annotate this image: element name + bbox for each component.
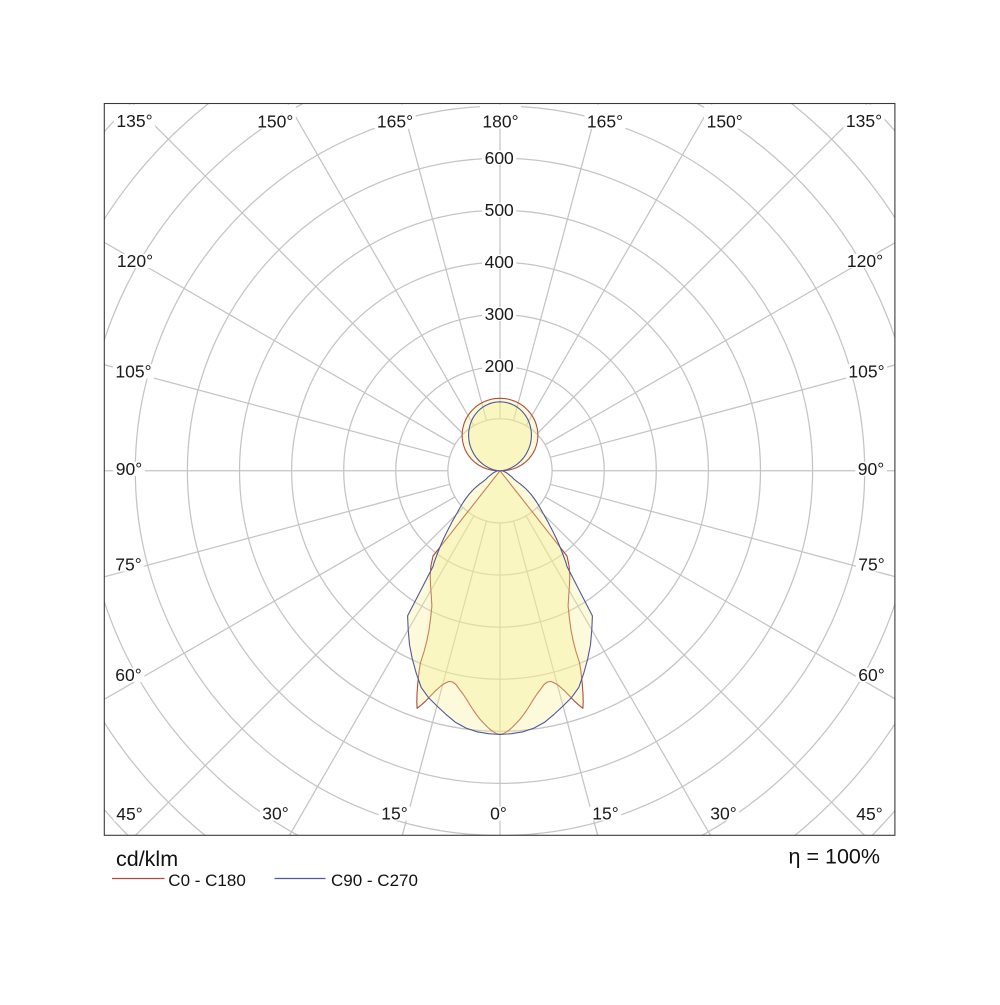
svg-text:500: 500: [485, 200, 514, 220]
svg-text:90°: 90°: [116, 459, 142, 479]
svg-text:150°: 150°: [257, 112, 293, 132]
svg-text:300: 300: [485, 304, 514, 324]
svg-text:135°: 135°: [846, 111, 882, 131]
svg-text:η = 100%: η = 100%: [789, 844, 880, 868]
svg-text:165°: 165°: [587, 112, 623, 132]
svg-text:600: 600: [485, 148, 514, 168]
svg-text:60°: 60°: [858, 665, 884, 685]
svg-text:150°: 150°: [707, 112, 743, 132]
svg-text:15°: 15°: [381, 804, 407, 824]
svg-text:60°: 60°: [115, 665, 141, 685]
svg-text:120°: 120°: [117, 251, 153, 271]
svg-text:30°: 30°: [262, 804, 288, 824]
svg-text:45°: 45°: [856, 804, 882, 824]
svg-text:cd/klm: cd/klm: [116, 847, 178, 871]
svg-text:120°: 120°: [847, 251, 883, 271]
svg-text:105°: 105°: [115, 362, 151, 382]
svg-text:C0 - C180: C0 - C180: [168, 871, 245, 890]
svg-text:400: 400: [485, 252, 514, 272]
svg-text:200: 200: [485, 356, 514, 376]
svg-text:C90 - C270: C90 - C270: [331, 871, 418, 890]
svg-text:0°: 0°: [490, 804, 507, 824]
svg-text:30°: 30°: [710, 804, 736, 824]
svg-text:135°: 135°: [116, 111, 152, 131]
svg-text:180°: 180°: [482, 112, 518, 132]
svg-text:165°: 165°: [377, 112, 413, 132]
svg-text:90°: 90°: [858, 459, 884, 479]
svg-text:15°: 15°: [592, 804, 618, 824]
svg-text:75°: 75°: [115, 555, 141, 575]
svg-text:75°: 75°: [858, 555, 884, 575]
svg-text:45°: 45°: [116, 804, 142, 824]
svg-text:105°: 105°: [848, 362, 884, 382]
